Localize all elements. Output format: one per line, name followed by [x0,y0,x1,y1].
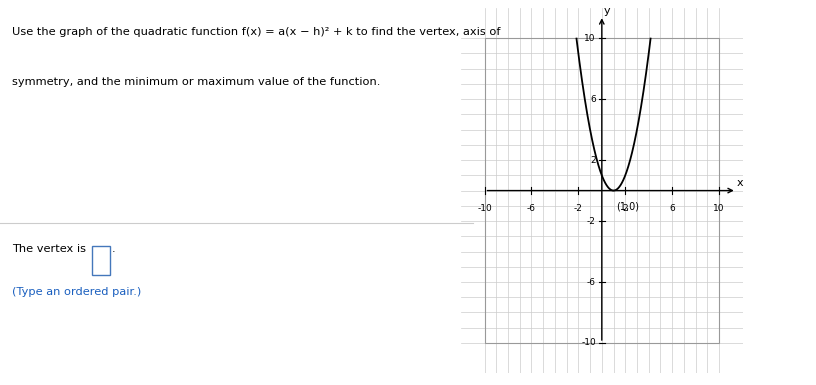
Text: 2: 2 [590,156,596,165]
Text: 6: 6 [590,95,596,104]
Text: 10: 10 [584,33,596,43]
Text: -10: -10 [477,204,492,213]
Text: The vertex is: The vertex is [11,244,86,254]
Text: y: y [603,6,610,16]
Text: 10: 10 [713,204,725,213]
Text: -2: -2 [574,204,583,213]
Text: .: . [112,244,116,254]
Text: 2: 2 [623,204,628,213]
Bar [485,38,719,343]
Text: (Type an ordered pair.): (Type an ordered pair.) [11,287,141,297]
Text: (1,0): (1,0) [616,201,640,211]
Text: 6: 6 [669,204,675,213]
Text: -6: -6 [527,204,536,213]
Text: Use the graph of the quadratic function f(x) = a(x − h)² + k to find the vertex,: Use the graph of the quadratic function … [11,27,500,37]
Text: -2: -2 [587,216,596,226]
Text: x: x [737,178,743,188]
Text: symmetry, and the minimum or maximum value of the function.: symmetry, and the minimum or maximum val… [11,77,380,87]
Text: -10: -10 [581,338,596,348]
FancyBboxPatch shape [92,246,110,275]
Text: -6: -6 [587,278,596,286]
